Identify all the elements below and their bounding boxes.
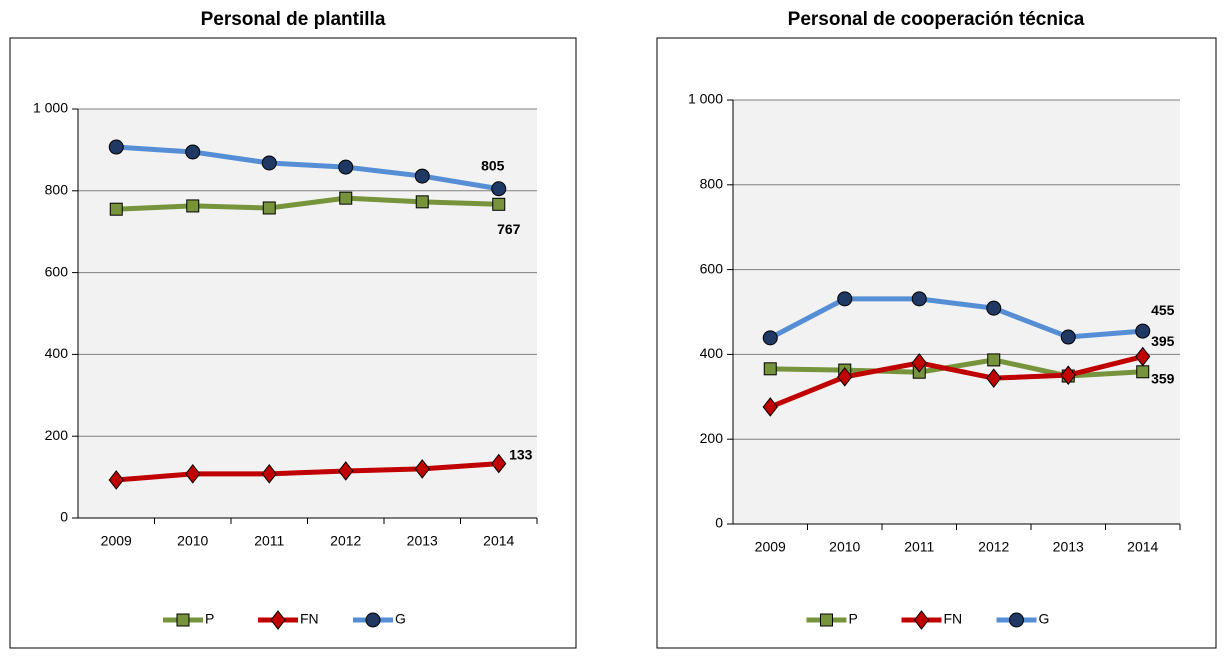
legend-marker	[176, 613, 190, 627]
marker	[1060, 365, 1076, 385]
legend-label: G	[395, 611, 406, 627]
data-label: 455	[1151, 302, 1175, 318]
y-tick-label: 400	[45, 345, 69, 361]
marker	[414, 168, 430, 184]
data-label: 395	[1151, 333, 1175, 349]
series-line	[116, 461, 499, 483]
marker	[911, 353, 927, 373]
legend-marker	[913, 610, 930, 630]
x-tick-label: 2014	[483, 533, 514, 549]
marker	[338, 461, 354, 481]
x-tick-label: 2012	[978, 539, 1009, 555]
marker	[185, 464, 201, 484]
x-tick-label: 2009	[101, 533, 132, 549]
marker	[414, 459, 430, 479]
marker	[339, 191, 353, 205]
series-line	[769, 296, 1143, 341]
series-line	[770, 357, 1143, 379]
marker	[763, 362, 777, 376]
x-tick-label: 2013	[407, 533, 438, 549]
marker	[986, 300, 1002, 316]
marker	[986, 368, 1002, 388]
x-tick-label: 2012	[330, 533, 361, 549]
chart-border	[9, 37, 577, 649]
x-tick-label: 2010	[829, 539, 860, 555]
marker	[185, 144, 201, 160]
data-label: 133	[509, 446, 533, 462]
data-label: 767	[497, 221, 521, 237]
legend-label: FN	[300, 611, 319, 627]
marker	[1135, 346, 1151, 367]
y-tick-label: 400	[700, 345, 724, 361]
legend-label: P	[849, 611, 858, 627]
x-tick-label: 2009	[755, 539, 786, 555]
y-tick-label: 200	[45, 427, 69, 443]
marker	[491, 181, 507, 197]
x-tick-label: 2011	[254, 533, 284, 549]
marker	[109, 202, 123, 216]
y-tick-label: 0	[715, 515, 723, 531]
marker	[837, 291, 853, 307]
y-tick-label: 200	[700, 430, 724, 446]
legend-label: G	[1039, 611, 1050, 627]
marker	[415, 195, 429, 209]
y-tick-label: 1 000	[688, 91, 723, 107]
plot-area	[78, 109, 537, 518]
plot-area	[733, 100, 1180, 524]
legend-marker	[1009, 612, 1024, 628]
marker	[108, 139, 124, 155]
marker	[762, 397, 778, 417]
legend-marker	[365, 612, 381, 628]
legend-marker	[270, 610, 286, 630]
marker	[837, 367, 853, 387]
marker	[1135, 323, 1151, 339]
y-tick-label: 600	[45, 263, 69, 279]
x-tick-label: 2010	[177, 533, 208, 549]
marker	[108, 470, 124, 490]
marker	[762, 330, 778, 346]
marker	[338, 159, 354, 175]
chart-title: Personal de plantilla	[201, 9, 386, 30]
x-tick-label: 2014	[1127, 539, 1158, 555]
y-tick-label: 0	[60, 509, 68, 525]
marker	[261, 155, 277, 171]
marker	[262, 201, 276, 215]
marker	[261, 464, 277, 484]
marker	[911, 291, 927, 307]
marker	[186, 199, 200, 213]
chart-title: Personal de cooperación técnica	[788, 9, 1085, 30]
series-line	[116, 195, 499, 212]
y-tick-label: 1 000	[33, 100, 68, 116]
y-tick-label: 800	[45, 182, 69, 198]
legend-label: FN	[944, 611, 963, 627]
legend-label: P	[205, 611, 214, 627]
data-label: 359	[1151, 370, 1175, 386]
x-tick-label: 2011	[904, 539, 934, 555]
x-tick-label: 2013	[1053, 539, 1084, 555]
marker	[491, 453, 507, 474]
data-label: 805	[481, 157, 505, 173]
marker	[987, 353, 1001, 367]
chart-border	[656, 37, 1217, 649]
series-line	[769, 354, 1144, 410]
y-tick-label: 800	[700, 176, 724, 192]
marker	[1060, 329, 1076, 345]
series-line	[116, 144, 500, 192]
y-tick-label: 600	[700, 260, 724, 276]
legend-marker	[820, 613, 833, 627]
marker	[1136, 365, 1150, 379]
marker	[492, 197, 506, 211]
